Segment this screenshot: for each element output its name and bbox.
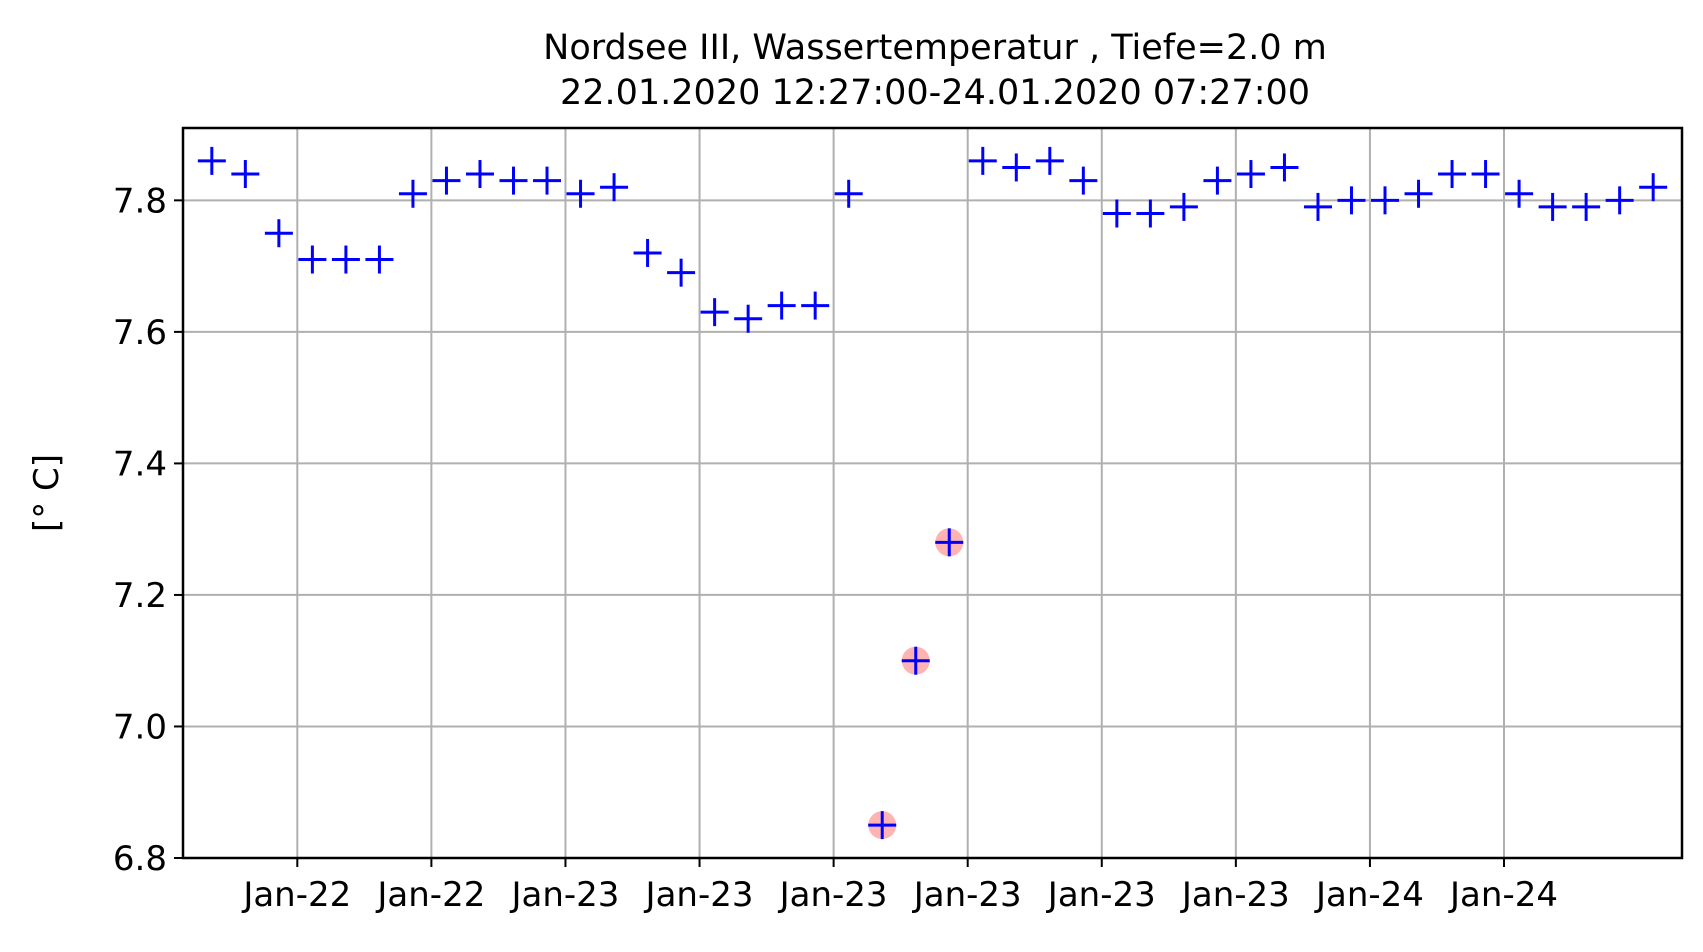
data-point — [499, 166, 528, 195]
data-point — [1404, 179, 1433, 208]
x-tick-label: Jan-23 — [644, 875, 754, 915]
flagged-markers — [868, 528, 964, 840]
x-tick-label: Jan-22 — [241, 875, 351, 915]
y-tick-label: 6.8 — [113, 839, 167, 879]
data-point — [1169, 192, 1198, 221]
y-tick-label: 7.4 — [113, 444, 167, 484]
data-point — [1236, 160, 1265, 189]
data-point — [834, 179, 863, 208]
data-point — [1505, 179, 1534, 208]
chart-subtitle: 22.01.2020 12:27:00-24.01.2020 07:27:00 — [560, 73, 1310, 113]
data-point — [331, 245, 360, 274]
y-tick-label: 7.2 — [113, 576, 167, 616]
data-point — [1471, 160, 1500, 189]
data-point — [365, 245, 394, 274]
data-point — [968, 146, 997, 175]
data-point — [801, 291, 830, 320]
x-tick-label: Jan-24 — [1448, 875, 1558, 915]
data-point — [264, 219, 293, 248]
grid-lines — [183, 128, 1682, 859]
y-axis-ticks: 6.8 7.0 7.2 7.4 7.6 7.8 — [113, 181, 183, 879]
data-point — [734, 304, 763, 333]
data-point — [1639, 173, 1668, 202]
data-point — [1136, 199, 1165, 228]
data-point — [1572, 192, 1601, 221]
data-points — [197, 146, 1668, 840]
data-point — [901, 646, 930, 675]
data-point — [1002, 153, 1031, 182]
data-point — [298, 245, 327, 274]
y-tick-label: 7.8 — [113, 181, 167, 221]
data-point — [1303, 192, 1332, 221]
plot-frame — [181, 126, 1684, 860]
data-point — [197, 146, 226, 175]
data-point — [432, 166, 461, 195]
data-point — [1438, 160, 1467, 189]
data-point — [465, 160, 494, 189]
chart-title: Nordsee III, Wassertemperatur , Tiefe=2.… — [543, 28, 1327, 68]
data-point — [533, 166, 562, 195]
data-point — [398, 179, 427, 208]
data-point — [1371, 186, 1400, 215]
data-point — [700, 298, 729, 327]
data-point — [1035, 146, 1064, 175]
y-tick-label: 7.6 — [113, 313, 167, 353]
x-tick-label: Jan-23 — [1180, 875, 1290, 915]
data-point — [1069, 166, 1098, 195]
x-tick-label: Jan-22 — [375, 875, 485, 915]
data-point — [1203, 166, 1232, 195]
x-axis-ticks: Jan-22 Jan-22 Jan-23 Jan-23 Jan-23 Jan-23 Jan-… — [241, 858, 1558, 915]
data-point — [1337, 186, 1366, 215]
data-point — [935, 528, 964, 557]
x-tick-label: Jan-23 — [1046, 875, 1156, 915]
x-tick-label: Jan-23 — [778, 875, 888, 915]
y-tick-label: 7.0 — [113, 707, 167, 747]
data-point — [633, 238, 662, 267]
data-point — [1605, 186, 1634, 215]
data-point — [1538, 192, 1567, 221]
data-point — [868, 811, 897, 840]
x-tick-label: Jan-24 — [1314, 875, 1424, 915]
data-point — [600, 173, 629, 202]
data-point — [767, 291, 796, 320]
data-point — [667, 258, 696, 287]
data-point — [1270, 153, 1299, 182]
x-tick-label: Jan-23 — [509, 875, 619, 915]
data-point — [231, 160, 260, 189]
x-tick-label: Jan-23 — [912, 875, 1022, 915]
y-axis-label: [° C] — [27, 454, 67, 532]
data-point — [566, 179, 595, 208]
data-point — [1102, 199, 1131, 228]
